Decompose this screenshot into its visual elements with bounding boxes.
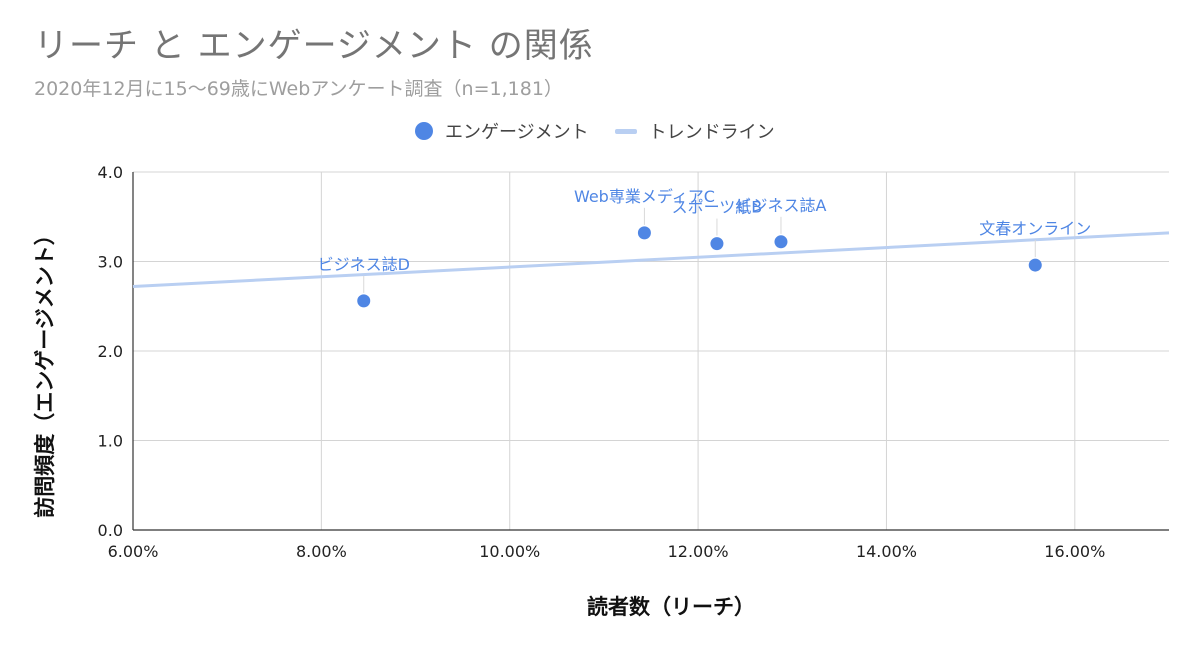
data-label: スポーツ紙B — [672, 198, 763, 217]
data-label: 文春オンライン — [979, 219, 1091, 238]
chart-subtitle: 2020年12月に15〜69歳にWebアンケート調査（n=1,181） — [34, 78, 563, 100]
data-label: ビジネス誌A — [735, 196, 826, 215]
y-tick-label: 0.0 — [98, 521, 123, 540]
data-point — [637, 226, 651, 240]
chart-title: リーチ と エンゲージメント の関係 — [34, 26, 594, 66]
y-tick-label: 2.0 — [98, 342, 123, 361]
x-tick-label: 10.00% — [479, 542, 540, 561]
y-tick-label: 1.0 — [98, 432, 123, 451]
data-label: Web専業メディアC — [574, 187, 715, 206]
legend: エンゲージメント トレンドライン — [415, 119, 801, 143]
legend-item-trendline[interactable]: トレンドライン — [614, 118, 775, 144]
x-tick-label: 8.00% — [296, 542, 347, 561]
y-axis-title: 訪問頻度（エンゲージメント） — [33, 224, 57, 518]
x-tick-label: 14.00% — [856, 542, 917, 561]
x-tick-label: 6.00% — [108, 542, 159, 561]
x-tick-label: 16.00% — [1044, 542, 1105, 561]
data-point — [1028, 258, 1042, 272]
legend-item-engagement[interactable]: エンゲージメント — [415, 118, 589, 144]
legend-label-trendline: トレンドライン — [648, 122, 775, 143]
legend-marker-dot — [415, 122, 433, 140]
data-label: ビジネス誌D — [318, 255, 410, 274]
trendline — [132, 231, 1170, 289]
x-tick-label: 12.00% — [668, 542, 729, 561]
y-tick-label: 3.0 — [98, 253, 123, 272]
y-tick-label: 4.0 — [98, 163, 123, 182]
x-axis-title: 読者数（リーチ） — [587, 595, 755, 619]
legend-label-engagement: エンゲージメント — [445, 122, 589, 143]
data-point — [774, 235, 788, 249]
data-point — [357, 294, 371, 308]
data-point — [710, 237, 724, 251]
legend-marker-line — [614, 128, 637, 134]
